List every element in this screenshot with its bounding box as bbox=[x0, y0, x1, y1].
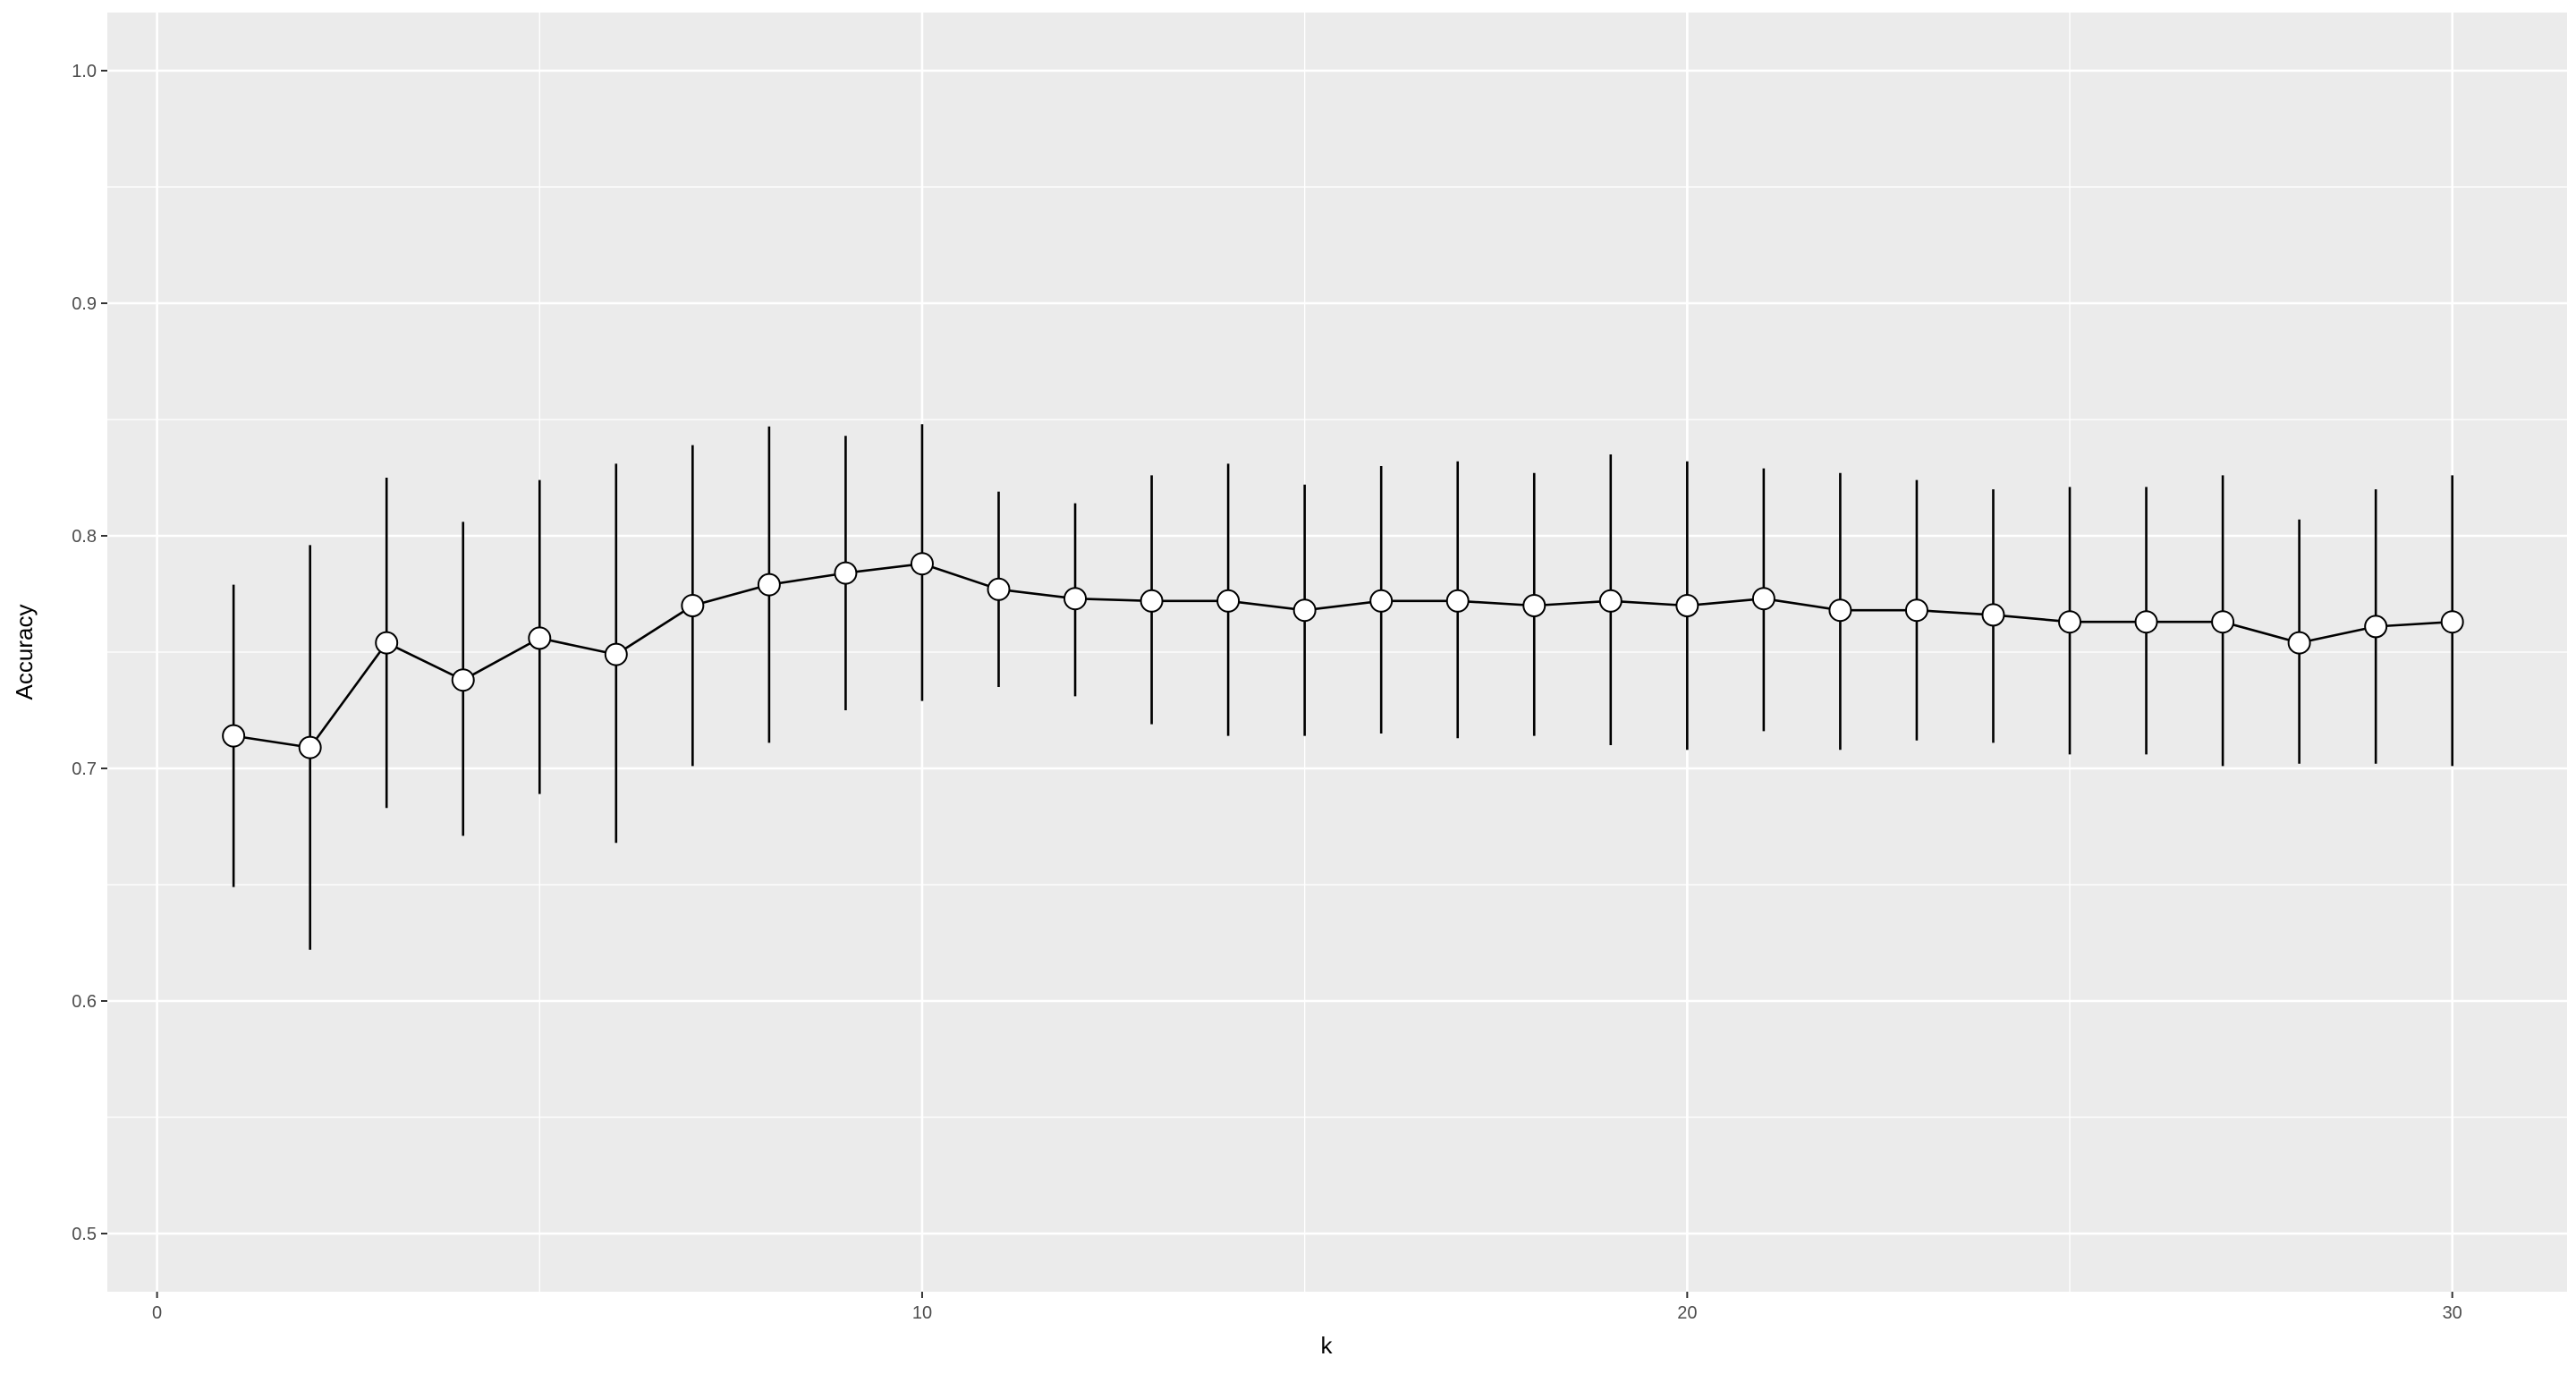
data-point bbox=[1522, 594, 1546, 617]
data-point bbox=[1675, 594, 1699, 617]
data-points bbox=[222, 552, 2464, 759]
data-point bbox=[1751, 587, 1775, 611]
data-point bbox=[1598, 589, 1623, 613]
data-point bbox=[2134, 610, 2158, 634]
data-point bbox=[757, 572, 781, 597]
data-point bbox=[1981, 603, 2005, 627]
y-tick-label: 0.8 bbox=[72, 527, 97, 547]
data-point bbox=[2287, 631, 2311, 655]
data-point bbox=[1292, 598, 1317, 623]
data-point bbox=[298, 735, 322, 759]
data-point bbox=[1828, 598, 1852, 623]
data-point bbox=[451, 668, 475, 692]
data-point bbox=[1140, 589, 1164, 613]
data-point bbox=[1369, 589, 1394, 613]
data-point bbox=[1216, 589, 1241, 613]
data-point bbox=[1445, 589, 1470, 613]
y-tick-label: 0.6 bbox=[72, 992, 97, 1012]
data-point bbox=[2058, 610, 2082, 634]
series-line-group bbox=[233, 562, 2453, 749]
x-tick-label: 20 bbox=[1677, 1303, 1697, 1323]
data-point bbox=[222, 724, 246, 748]
data-point bbox=[2211, 610, 2235, 634]
data-point bbox=[604, 642, 628, 666]
x-axis: 0 10 20 30 bbox=[152, 1292, 2462, 1323]
x-axis-title: k bbox=[1321, 1332, 1334, 1359]
accuracy-line bbox=[233, 562, 2453, 749]
y-tick-label: 1.0 bbox=[72, 62, 97, 81]
x-tick-label: 30 bbox=[2443, 1303, 2462, 1323]
y-tick-label: 0.9 bbox=[72, 294, 97, 314]
data-point bbox=[910, 552, 934, 576]
data-point bbox=[987, 577, 1011, 601]
data-point bbox=[681, 594, 705, 617]
data-point bbox=[1063, 587, 1088, 611]
x-tick-label: 0 bbox=[152, 1303, 162, 1323]
data-point bbox=[528, 626, 552, 650]
x-tick-label: 10 bbox=[912, 1303, 932, 1323]
data-point bbox=[2364, 615, 2388, 639]
y-tick-label: 0.5 bbox=[72, 1225, 97, 1244]
data-point bbox=[375, 631, 399, 655]
y-tick-label: 0.7 bbox=[72, 759, 97, 779]
data-point bbox=[834, 561, 858, 585]
data-point bbox=[2440, 610, 2464, 634]
data-point bbox=[1904, 598, 1928, 623]
y-axis: 0.5 0.6 0.7 0.8 0.9 1.0 bbox=[72, 62, 107, 1244]
y-axis-title: Accuracy bbox=[11, 605, 38, 700]
